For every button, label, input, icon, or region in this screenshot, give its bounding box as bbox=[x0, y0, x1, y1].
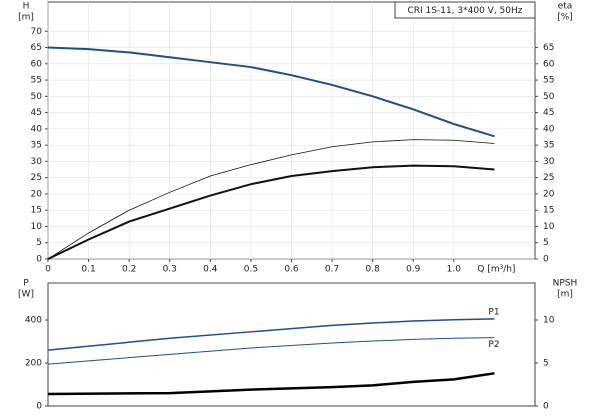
series-line bbox=[47, 372, 495, 396]
y-tick-label: 65 bbox=[31, 43, 42, 53]
y2-tick-label: 50 bbox=[543, 92, 555, 102]
x-tick-label: 0.6 bbox=[284, 265, 299, 275]
y2-tick-label: 60 bbox=[543, 59, 555, 69]
y-tick-label: 55 bbox=[31, 76, 42, 86]
y-tick-label: 10 bbox=[31, 222, 43, 232]
y2-axis-unit: [m] bbox=[557, 290, 573, 300]
x-tick-label: 0.9 bbox=[406, 265, 421, 275]
title-box bbox=[394, 1, 536, 19]
plot-frame bbox=[47, 282, 536, 407]
y2-tick-label: 35 bbox=[543, 141, 554, 151]
series-line bbox=[47, 318, 495, 351]
y-tick-label: 50 bbox=[31, 92, 43, 102]
y-tick-label: 30 bbox=[31, 157, 43, 167]
y-tick-label: 200 bbox=[25, 358, 42, 368]
y-tick-label: 0 bbox=[36, 402, 42, 412]
y2-tick-label: 10 bbox=[543, 222, 555, 232]
y-axis-unit: [W] bbox=[18, 290, 34, 300]
x-tick-label: 0.1 bbox=[81, 265, 95, 275]
series-line bbox=[47, 337, 495, 365]
chart-title: CRI 1S-11, 3*400 V, 50Hz bbox=[407, 6, 522, 16]
y2-tick-label: 40 bbox=[543, 124, 555, 134]
series-line bbox=[47, 164, 495, 260]
x-tick-label: 0.2 bbox=[122, 265, 136, 275]
x-tick-label: 1.0 bbox=[447, 265, 462, 275]
y-tick-label: 0 bbox=[36, 255, 42, 265]
series-line bbox=[47, 46, 495, 138]
y2-axis-label: NPSH bbox=[553, 279, 578, 289]
x-axis-label: Q [m³/h] bbox=[477, 265, 515, 275]
series-label: P2 bbox=[488, 340, 499, 350]
y-tick-label: 20 bbox=[31, 189, 43, 199]
y2-tick-label: 5 bbox=[543, 358, 549, 368]
x-tick-label: 0.3 bbox=[163, 265, 177, 275]
y2-tick-label: 65 bbox=[543, 43, 554, 53]
y2-axis-label: eta bbox=[558, 2, 573, 12]
y-tick-label: 5 bbox=[36, 238, 42, 248]
y2-tick-label: 45 bbox=[543, 108, 554, 118]
y-axis-label: H bbox=[23, 2, 30, 12]
y-tick-label: 60 bbox=[31, 59, 43, 69]
y2-tick-label: 0 bbox=[543, 255, 549, 265]
x-tick-label: 0.7 bbox=[325, 265, 339, 275]
y2-tick-label: 25 bbox=[543, 173, 554, 183]
y2-tick-label: 5 bbox=[543, 238, 549, 248]
y-tick-label: 400 bbox=[25, 315, 42, 325]
x-tick-label: 0.5 bbox=[244, 265, 258, 275]
series-label: P1 bbox=[488, 307, 499, 317]
y2-tick-label: 0 bbox=[543, 402, 549, 412]
y-tick-label: 70 bbox=[31, 27, 43, 37]
y-axis-unit: [m] bbox=[18, 13, 34, 23]
y2-tick-label: 55 bbox=[543, 76, 554, 86]
x-tick-label: 0.8 bbox=[366, 265, 381, 275]
y2-tick-label: 20 bbox=[543, 189, 555, 199]
y-tick-label: 35 bbox=[31, 141, 42, 151]
y2-tick-label: 30 bbox=[543, 157, 555, 167]
x-tick-label: 0 bbox=[45, 265, 51, 275]
y2-tick-label: 15 bbox=[543, 206, 554, 216]
y-tick-label: 45 bbox=[31, 108, 42, 118]
y2-axis-unit: [%] bbox=[557, 13, 573, 23]
y-tick-label: 25 bbox=[31, 173, 42, 183]
x-tick-label: 0.4 bbox=[203, 265, 218, 275]
y2-tick-label: 10 bbox=[543, 315, 555, 325]
y-tick-label: 40 bbox=[31, 124, 43, 134]
series-line bbox=[47, 139, 495, 260]
y-tick-label: 15 bbox=[31, 206, 42, 216]
y-axis-label: P bbox=[23, 279, 29, 289]
